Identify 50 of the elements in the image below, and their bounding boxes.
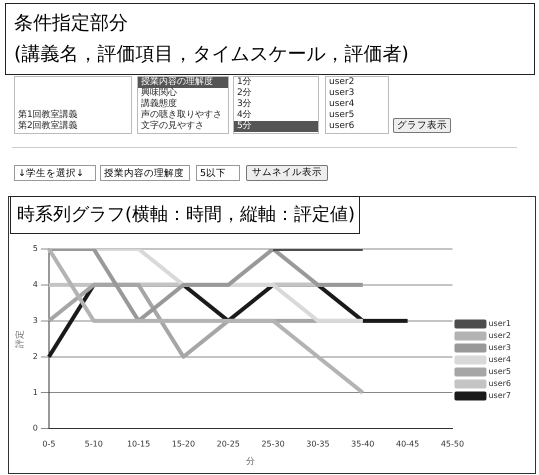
- text: 1分: [236, 77, 253, 88]
- x-tick-label: 20-25: [216, 439, 240, 448]
- text: user5: [328, 110, 356, 121]
- text: 5分: [234, 121, 318, 132]
- text: 2分: [236, 88, 253, 98]
- chart-title: 時系列グラフ(横軸：時間，縦軸：評定値): [10, 196, 360, 234]
- legend-label: user2: [488, 331, 512, 340]
- x-tick-label: 35-40: [351, 439, 374, 448]
- x-tick-label: 40-45: [396, 439, 420, 448]
- text: 興味関心: [140, 88, 178, 98]
- y-tick-label: 5: [32, 244, 38, 254]
- y-tick-label: 0: [32, 424, 38, 433]
- text: (講義名，評価項目，タイムスケール，評価者): [14, 42, 410, 67]
- x-tick-label: 10-15: [126, 439, 150, 448]
- text: user2: [328, 77, 356, 88]
- y-tick-label: 2: [32, 352, 38, 361]
- legend-label: user5: [488, 367, 512, 376]
- legend-label: user4: [488, 355, 512, 364]
- text: 第2回教室講義: [17, 121, 79, 132]
- x-tick-label: 15-20: [172, 439, 196, 448]
- x-tick-label: 5-10: [84, 439, 103, 448]
- y-tick-label: 1: [32, 388, 38, 397]
- y-tick-label: 3: [32, 316, 38, 325]
- legend-label: user3: [488, 343, 512, 352]
- text: 授業内容の理解度: [100, 165, 190, 181]
- y-tick-label: 4: [32, 280, 38, 289]
- x-tick-label: 0-5: [42, 439, 56, 448]
- text: user6: [328, 121, 356, 132]
- text: ↓学生を選択↓: [14, 165, 96, 181]
- text: 文字の見やすさ: [140, 121, 205, 132]
- legend-label: user1: [488, 319, 512, 328]
- x-tick-label: 45-50: [440, 439, 464, 448]
- text: user3: [328, 88, 356, 99]
- text: 授業内容の理解度: [138, 77, 228, 88]
- text: 3分: [236, 99, 253, 110]
- y-axis-title: 評定: [14, 330, 26, 348]
- text: 4分: [236, 110, 253, 121]
- text: user4: [328, 99, 356, 110]
- text: 第1回教室講義: [17, 110, 79, 120]
- x-tick-label: 30-35: [306, 439, 330, 448]
- text: 講義態度: [140, 99, 178, 110]
- text: グラフ表示: [393, 118, 451, 133]
- text: サムネイル表示: [246, 165, 328, 181]
- x-axis-title: 分: [246, 456, 256, 467]
- x-tick-label: 25-30: [261, 439, 285, 448]
- text: 条件指定部分: [14, 11, 129, 36]
- legend-label: user6: [488, 379, 512, 388]
- legend-label: user7: [488, 391, 512, 400]
- text: 5以下: [196, 165, 240, 181]
- text: 声の聴き取りやすさ: [140, 110, 223, 120]
